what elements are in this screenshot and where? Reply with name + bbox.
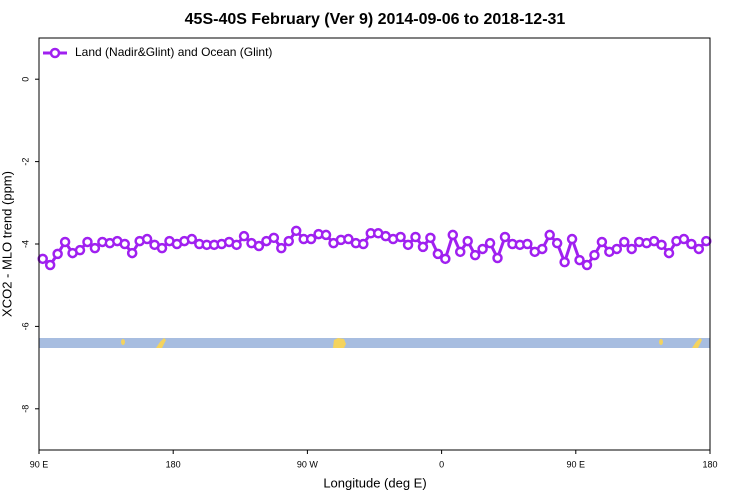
y-tick-label: -4 [20, 240, 30, 248]
data-point [89, 242, 101, 254]
data-point [119, 238, 130, 250]
data-point [686, 238, 697, 250]
data-point [343, 233, 354, 245]
data-point [268, 232, 280, 244]
data-point [551, 237, 563, 249]
data-point [566, 233, 578, 245]
data-point [678, 233, 690, 245]
data-point [447, 229, 459, 241]
land-patch [659, 339, 663, 345]
data-point [305, 233, 317, 245]
data-point [477, 243, 488, 255]
data-point [596, 236, 608, 248]
data-point [440, 253, 451, 265]
plot-frame [38, 37, 711, 451]
land-patch [156, 338, 166, 348]
data-point [276, 242, 287, 254]
data-point [626, 243, 637, 255]
data-point [492, 252, 503, 264]
x-tick-label: 90 E [567, 459, 586, 469]
data-point [74, 244, 86, 256]
x-tick-label: 180 [702, 459, 717, 469]
data-point [559, 256, 570, 268]
data-point [141, 233, 153, 245]
data-point [581, 259, 593, 271]
data-point [231, 239, 242, 251]
y-tick-label: -6 [20, 322, 30, 330]
data-point [37, 253, 48, 265]
data-point [432, 248, 444, 260]
land-patch [333, 338, 346, 348]
data-point [544, 229, 555, 241]
chart-title: 45S-40S February (Ver 9) 2014-09-06 to 2… [185, 11, 566, 28]
data-point [52, 248, 63, 260]
data-point [320, 229, 332, 241]
data-point [454, 246, 466, 258]
data-point [358, 238, 369, 250]
data-point [82, 236, 93, 248]
data-point [574, 254, 585, 266]
x-tick-label: 180 [166, 459, 181, 469]
data-point [656, 239, 667, 251]
data-point [410, 231, 421, 243]
data-point [186, 233, 198, 245]
y-tick-label: -2 [20, 158, 30, 166]
x-tick-label: 90 W [297, 459, 319, 469]
data-point [611, 243, 623, 255]
data-point [469, 249, 481, 261]
data-point [589, 249, 600, 261]
x-axis-title: Longitude (deg E) [323, 475, 426, 490]
x-tick-label: 90 E [30, 459, 49, 469]
data-point [693, 243, 705, 255]
data-point [499, 231, 511, 243]
legend-label: Land (Nadir&Glint) and Ocean (Glint) [75, 45, 272, 59]
data-point [701, 235, 712, 247]
data-point [537, 243, 548, 255]
y-tick-label: 0 [20, 77, 30, 82]
y-tick-label: -8 [20, 405, 30, 413]
legend-marker [49, 47, 61, 59]
data-point [484, 237, 496, 249]
data-point [126, 247, 138, 259]
land-patch [121, 339, 125, 345]
data-point [663, 247, 675, 259]
data-point [395, 231, 406, 243]
ocean-band [39, 338, 710, 348]
data-point [253, 240, 265, 252]
y-axis-title: XCO2 - MLO trend (ppm) [0, 171, 14, 317]
data-point [283, 235, 295, 247]
map-strip [39, 338, 710, 348]
data-point [44, 259, 56, 271]
data-point [462, 235, 473, 247]
data-point [290, 225, 302, 237]
land-patch [692, 338, 702, 348]
data-point [238, 230, 250, 242]
data-point [417, 241, 429, 253]
x-tick-label: 0 [439, 459, 444, 469]
data-point [59, 236, 71, 248]
data-point [619, 236, 630, 248]
data-point [156, 242, 168, 254]
data-point [522, 238, 533, 250]
data-point [425, 232, 436, 244]
data-point [402, 239, 414, 251]
